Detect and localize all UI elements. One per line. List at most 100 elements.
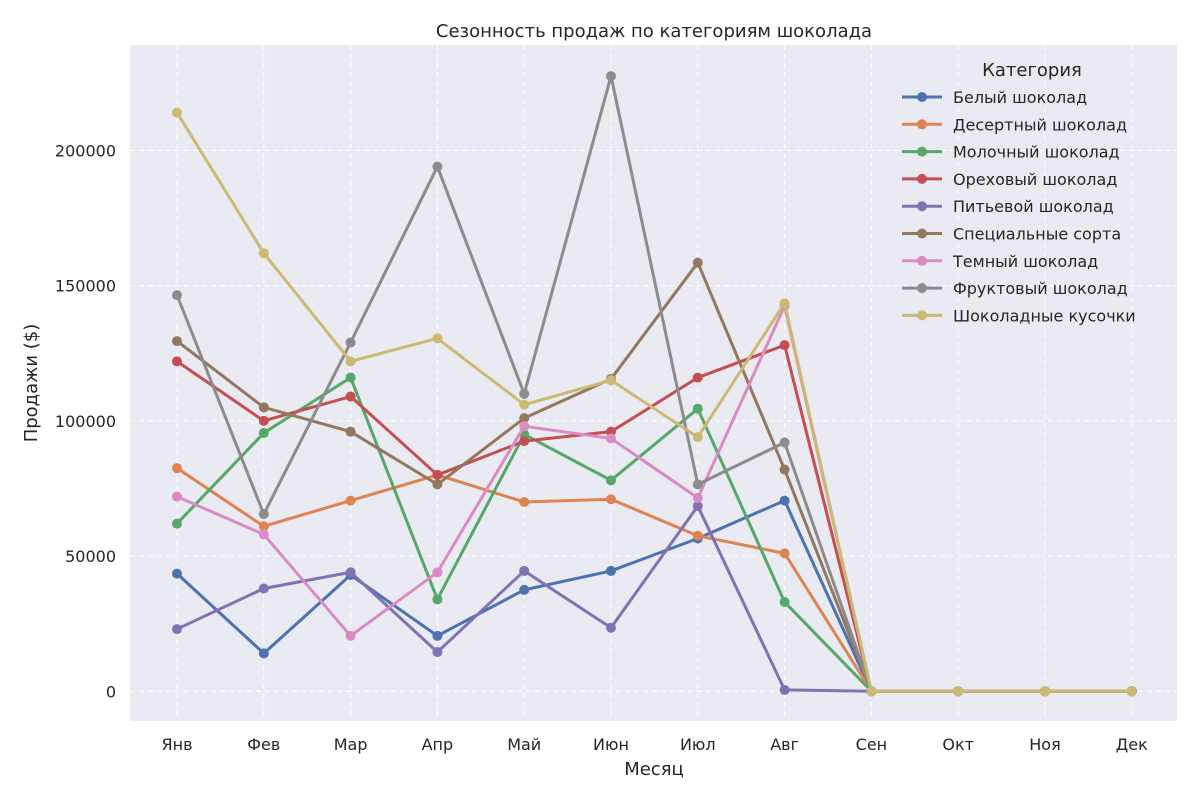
data-point xyxy=(779,437,790,448)
data-point xyxy=(172,356,182,367)
legend-swatch-marker xyxy=(917,146,927,157)
data-point xyxy=(258,402,269,413)
data-point xyxy=(432,161,443,172)
plot-area xyxy=(130,45,1177,721)
data-point xyxy=(692,479,703,490)
x-axis-ticks: Янв Фев Мар Апр Май Июн Июл Авг Сен Окт Ноя Дек xyxy=(161,735,1148,754)
data-point xyxy=(692,501,703,512)
data-point xyxy=(172,107,182,118)
series-layer xyxy=(172,71,1137,697)
y-tick-label: 100000 xyxy=(55,412,116,431)
legend-swatch-marker xyxy=(917,173,927,184)
data-point xyxy=(345,426,356,437)
data-point xyxy=(172,491,182,502)
data-point xyxy=(172,336,182,347)
data-point xyxy=(345,337,356,348)
data-point xyxy=(519,421,530,432)
legend-swatch-marker xyxy=(917,283,927,294)
legend-item: Специальные сорта xyxy=(902,225,1121,244)
grid xyxy=(130,45,1177,721)
x-tick-label: Мар xyxy=(334,735,368,754)
data-point xyxy=(779,298,790,309)
y-tick-label: 50000 xyxy=(65,547,116,566)
data-point xyxy=(779,495,790,506)
legend-label: Ореховый шоколад xyxy=(953,170,1117,189)
legend-item: Темный шоколад xyxy=(902,252,1098,271)
data-point xyxy=(606,433,616,444)
data-point xyxy=(519,584,530,595)
data-point xyxy=(345,356,356,367)
data-point xyxy=(345,372,356,383)
legend-swatch-marker xyxy=(917,255,927,266)
data-point xyxy=(172,463,182,474)
legend-swatch-marker xyxy=(917,201,927,212)
data-point xyxy=(258,521,269,532)
data-point xyxy=(258,415,269,426)
data-point xyxy=(519,565,530,576)
data-point xyxy=(1040,686,1050,697)
legend-swatch-marker xyxy=(917,119,927,130)
data-point xyxy=(432,647,443,658)
x-tick-label: Янв xyxy=(161,735,192,754)
data-point xyxy=(172,568,182,579)
data-point xyxy=(172,290,182,301)
series-line xyxy=(175,111,1132,693)
data-point xyxy=(606,475,616,486)
y-axis-label: Продажи ($) xyxy=(21,324,42,443)
data-point xyxy=(953,686,964,697)
data-point xyxy=(779,340,790,351)
x-tick-label: Июл xyxy=(680,735,716,754)
data-point xyxy=(258,509,269,520)
legend-swatch-marker xyxy=(917,92,927,102)
data-point xyxy=(606,375,616,386)
data-point xyxy=(692,530,703,541)
data-point xyxy=(519,496,530,507)
data-point xyxy=(606,71,616,82)
legend-label: Молочный шоколад xyxy=(953,143,1120,162)
data-point xyxy=(432,479,443,490)
data-point xyxy=(432,333,443,344)
data-point xyxy=(692,257,703,268)
y-tick-label: 150000 xyxy=(55,277,116,296)
legend-label: Темный шоколад xyxy=(952,252,1098,271)
data-point xyxy=(606,622,616,633)
data-point xyxy=(866,686,877,697)
data-point xyxy=(258,529,269,540)
data-point xyxy=(692,372,703,383)
legend-swatch-marker xyxy=(917,228,927,239)
series-9 xyxy=(172,107,1137,697)
data-point xyxy=(519,399,530,410)
legend-label: Десертный шоколад xyxy=(953,115,1127,134)
legend-item: Ореховый шоколад xyxy=(902,170,1117,189)
legend-swatch-marker xyxy=(917,310,927,321)
legend-label: Специальные сорта xyxy=(953,225,1121,244)
data-point xyxy=(258,428,269,439)
legend-item: Молочный шоколад xyxy=(902,143,1120,162)
data-point xyxy=(692,492,703,503)
data-point xyxy=(779,464,790,475)
chart-title: Сезонность продаж по категориям шоколада xyxy=(436,21,872,42)
data-point xyxy=(779,548,790,559)
x-tick-label: Май xyxy=(507,735,541,754)
data-point xyxy=(172,624,182,635)
x-tick-label: Ноя xyxy=(1029,735,1060,754)
data-point xyxy=(519,436,530,447)
legend-title: Категория xyxy=(982,60,1082,81)
data-point xyxy=(172,518,182,529)
x-axis-label: Месяц xyxy=(624,759,684,780)
x-tick-label: Дек xyxy=(1116,735,1148,754)
data-point xyxy=(779,684,790,695)
legend-items: Белый шоколад Десертный шоколад Молочный ш… xyxy=(902,88,1136,325)
data-point xyxy=(432,630,443,641)
legend-item: Десертный шоколад xyxy=(902,115,1127,134)
data-point xyxy=(692,432,703,443)
data-point xyxy=(606,565,616,576)
legend-label: Белый шоколад xyxy=(953,88,1087,107)
y-tick-label: 200000 xyxy=(55,141,116,160)
data-point xyxy=(258,583,269,594)
data-point xyxy=(345,567,356,578)
y-tick-label: 0 xyxy=(106,682,116,701)
x-tick-label: Фев xyxy=(247,735,280,754)
data-point xyxy=(432,469,443,480)
